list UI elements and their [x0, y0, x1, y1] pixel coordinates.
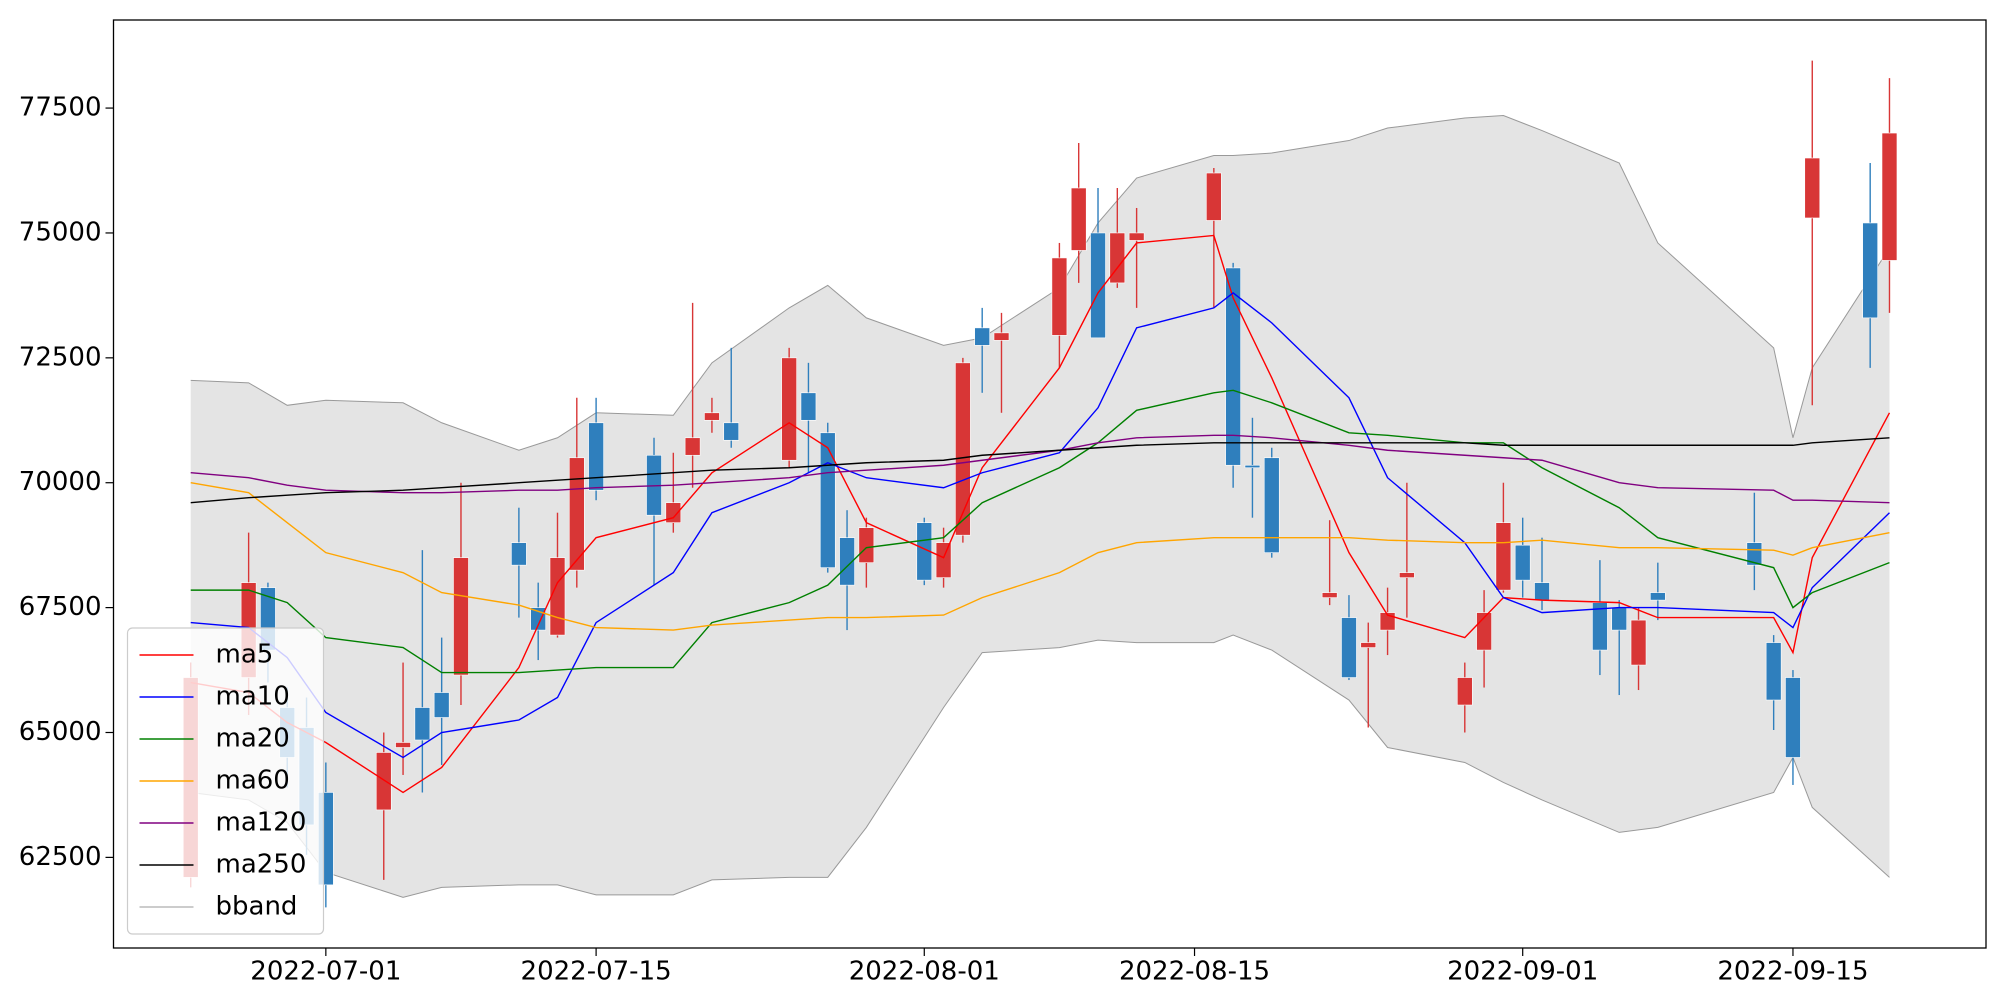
candle-body: [1206, 172, 1222, 221]
candle-body: [1321, 592, 1338, 598]
candle-body: [800, 392, 817, 421]
legend-label: ma120: [216, 808, 307, 838]
candle-body: [1244, 464, 1261, 469]
candle-body: [414, 707, 431, 741]
x-tick-label: 2022-09-01: [1447, 957, 1598, 987]
candle-body: [1341, 617, 1357, 678]
legend-label: ma250: [216, 850, 307, 880]
candle-body: [375, 752, 392, 811]
candle-body: [1534, 582, 1550, 601]
ma-line: [190, 292, 1890, 759]
legend-box: [126, 627, 325, 935]
ma-line: [190, 482, 1890, 631]
legend-label: ma5: [216, 640, 274, 670]
candle-body: [1514, 544, 1531, 581]
candle-body: [453, 557, 469, 676]
x-tick-label: 2022-07-01: [250, 957, 401, 987]
candle-body: [1611, 607, 1628, 631]
legend-label: ma20: [216, 724, 290, 754]
candle-body: [433, 692, 450, 718]
candle-body: [1379, 612, 1396, 631]
candle-body: [858, 527, 875, 563]
candle-body: [1746, 542, 1763, 566]
candle-body: [723, 422, 740, 441]
candle-body: [974, 327, 990, 346]
x-tick-label: 2022-08-15: [1119, 957, 1270, 987]
candle-body: [1804, 157, 1821, 219]
candle-body: [1765, 642, 1782, 701]
candle-body: [684, 437, 701, 456]
x-tick-label: 2022-08-01: [849, 957, 1000, 987]
candle-body: [955, 362, 971, 536]
candle-body: [1630, 619, 1647, 666]
legend-label: bband: [216, 892, 298, 922]
y-tick-label: 75000: [19, 217, 102, 247]
candle-body: [1399, 572, 1415, 578]
y-tick-label: 70000: [19, 467, 102, 497]
y-tick-label: 77500: [19, 93, 102, 123]
ma-line: [190, 437, 1890, 504]
y-tick-label: 67500: [19, 592, 102, 622]
candle-body: [395, 742, 411, 748]
legend-label: ma60: [216, 766, 290, 796]
candle-body: [1051, 257, 1068, 336]
candle-body: [1881, 132, 1898, 261]
candle-body: [1070, 187, 1087, 251]
candle-body: [568, 457, 585, 571]
y-tick-label: 62500: [19, 842, 102, 872]
candle-body: [549, 557, 566, 636]
candle-body: [935, 542, 952, 578]
y-tick-label: 65000: [19, 717, 102, 747]
candle-body: [993, 332, 1010, 341]
candle-body: [1785, 677, 1801, 758]
legend-label: ma10: [216, 682, 290, 712]
candle-body: [588, 422, 604, 491]
candle-body: [1263, 457, 1280, 553]
x-tick-label: 2022-07-15: [521, 957, 672, 987]
candle-body: [1225, 267, 1241, 466]
candle-body: [1090, 232, 1106, 339]
candle-body: [781, 357, 797, 461]
candle-body: [1128, 232, 1145, 241]
candle-body: [819, 432, 836, 568]
candle-body: [704, 412, 720, 421]
candle-body: [1456, 677, 1473, 706]
candle-body: [1862, 222, 1878, 319]
bband-lower: [190, 634, 1890, 898]
plot-frame: [112, 19, 1987, 949]
y-tick-label: 72500: [19, 342, 102, 372]
candle-body: [511, 542, 527, 566]
candle-body: [1650, 592, 1666, 601]
ma-line: [190, 389, 1890, 674]
ma-line: [190, 234, 1891, 794]
x-tick-label: 2022-09-15: [1717, 957, 1868, 987]
candle-body: [839, 537, 855, 586]
candle-body: [916, 522, 933, 581]
candle-body: [1360, 642, 1377, 648]
candle-body: [665, 502, 682, 523]
candle-body: [1495, 522, 1512, 591]
